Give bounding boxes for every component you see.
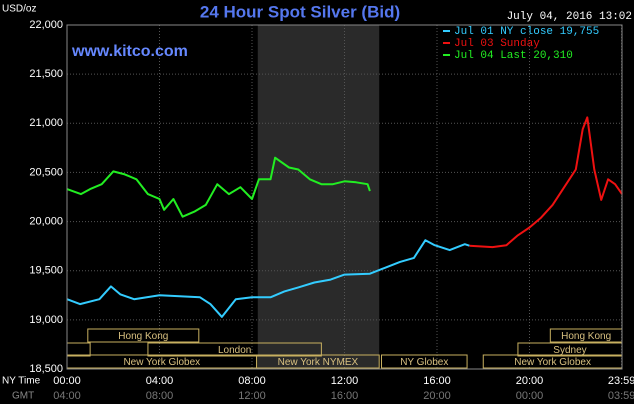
y-tick-label: 21,500 <box>29 68 63 80</box>
session-label: New York NYMEX <box>278 357 359 368</box>
x2-axis-label: GMT <box>12 391 34 402</box>
y-tick-label: 22,000 <box>29 19 63 31</box>
chart-title: 24 Hour Spot Silver (Bid) <box>200 2 400 21</box>
y-tick-label: 20,500 <box>29 166 63 178</box>
session-label: Sydney <box>553 345 586 356</box>
x-axis-label: NY Time <box>2 376 41 387</box>
session-label: Hong Kong <box>118 331 168 342</box>
x2-tick-label: 20:00 <box>423 390 451 402</box>
x2-tick-label: 08:00 <box>146 390 174 402</box>
x2-tick-label: 12:00 <box>238 390 266 402</box>
x-tick-label: 00:00 <box>53 375 81 387</box>
session-label: Hong Kong <box>561 331 611 342</box>
x2-tick-label: 04:00 <box>53 390 81 402</box>
watermark: www.kitco.com <box>71 43 188 60</box>
y-tick-label: 18,500 <box>29 363 63 375</box>
x2-tick-label: 00:00 <box>516 390 544 402</box>
x-tick-label: 08:00 <box>238 375 266 387</box>
session-box <box>256 354 380 369</box>
session-box <box>87 328 200 343</box>
y-tick-label: 21,000 <box>29 117 63 129</box>
price-line <box>66 239 470 318</box>
x-tick-label: 12:00 <box>331 375 359 387</box>
x-tick-label: 16:00 <box>423 375 451 387</box>
legend-label: Jul 01 NY close 19,755 <box>454 26 599 38</box>
y-tick-label: 20,000 <box>29 215 63 227</box>
x-tick-label: 04:00 <box>146 375 174 387</box>
y-axis-label: USD/oz <box>2 4 36 15</box>
price-line <box>66 156 371 218</box>
timestamp: July 04, 2016 13:02 <box>507 11 632 23</box>
session-label: London <box>218 345 251 356</box>
x-tick-label: 20:00 <box>516 375 544 387</box>
legend-label: Jul 03 Sunday <box>454 38 540 50</box>
x2-tick-label: 16:00 <box>331 390 359 402</box>
x-tick-label: 23:59 <box>608 375 634 387</box>
session-box <box>147 342 322 357</box>
session-label: New York Globex <box>123 357 200 368</box>
session-box <box>381 354 468 369</box>
plot-area <box>66 24 623 370</box>
plot-border <box>66 24 623 370</box>
x2-tick-label: 03:59 <box>608 390 634 402</box>
shaded-region <box>257 25 380 369</box>
y-tick-label: 19,500 <box>29 265 63 277</box>
price-line <box>469 116 623 249</box>
session-label: New York Globex <box>514 357 591 368</box>
session-label: NY Globex <box>400 357 448 368</box>
y-tick-label: 19,000 <box>29 314 63 326</box>
legend-label: Jul 04 Last 20,310 <box>454 50 573 62</box>
